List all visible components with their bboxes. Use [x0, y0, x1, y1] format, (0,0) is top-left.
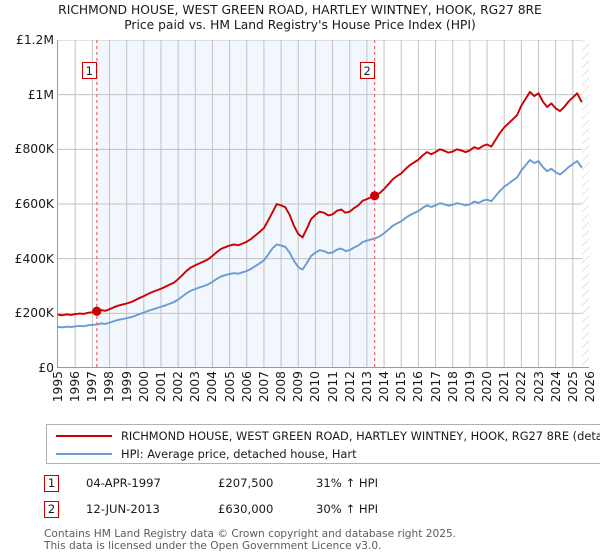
x-axis-tick-label: 1999: [119, 371, 134, 403]
y-axis-tick-label: £800K: [14, 142, 54, 157]
x-axis-tick-label: 2010: [308, 371, 323, 403]
legend-label-price-paid: RICHMOND HOUSE, WEST GREEN ROAD, HARTLEY…: [121, 429, 600, 443]
x-axis-tick-label: 2004: [205, 371, 220, 403]
y-axis-tick-label: £1.2M: [16, 33, 54, 47]
footer-copyright-line: Contains HM Land Registry data © Crown c…: [44, 528, 457, 540]
transaction-index-badge: 1: [44, 475, 59, 492]
sale-point-1: [92, 306, 102, 316]
x-axis-tick-label: 2001: [153, 371, 168, 403]
chart-legend: RICHMOND HOUSE, WEST GREEN ROAD, HARTLEY…: [46, 424, 600, 464]
x-axis-tick-label: 2017: [428, 371, 443, 403]
y-axis: £0 £200K £400K £600K £800K £1M £1.2M: [0, 0, 57, 400]
x-axis-tick-label: 2012: [342, 371, 357, 403]
table-row: 2 12-JUN-2013 £630,000 30% ↑ HPI: [44, 498, 444, 524]
x-axis-tick-label: 2026: [583, 371, 597, 403]
legend-swatch-hpi: [56, 453, 112, 455]
x-axis-tick-label: 2009: [291, 371, 306, 403]
x-axis: 1995 1996 1997 1998 1999 2000 2001 2002 2003 2004…: [51, 371, 597, 417]
transaction-price: £630,000: [218, 502, 274, 516]
y-axis-tick-label: £200K: [14, 306, 54, 321]
transaction-hpi-delta: 31% ↑ HPI: [316, 476, 378, 490]
x-axis-tick-label: 2016: [411, 371, 426, 403]
x-axis-tick-label: 2005: [222, 371, 237, 403]
page-subtitle: Price paid vs. HM Land Registry's House …: [124, 18, 476, 32]
series-line-price-paid: [58, 90, 583, 317]
y-axis-tick-label: £600K: [14, 197, 54, 211]
x-axis-tick-label: 2013: [359, 371, 374, 403]
plot-marker-badge-2: 2: [359, 62, 375, 79]
plot-marker-badge-1: 1: [81, 62, 97, 79]
x-axis-tick-label: 2024: [548, 371, 563, 403]
x-axis-tick-label: 2021: [497, 371, 512, 403]
x-axis-tick-label: 1995: [51, 371, 65, 403]
x-axis-tick-label: 2008: [274, 371, 289, 403]
legend-entry-hpi: HPI: Average price, detached house, Hart: [47, 444, 600, 463]
transaction-index-badge: 2: [44, 501, 59, 518]
table-row: 1 04-APR-1997 £207,500 31% ↑ HPI: [44, 472, 444, 498]
sale-points-group: [92, 191, 380, 316]
transaction-price: £207,500: [218, 476, 274, 490]
transaction-date: 04-APR-1997: [86, 476, 161, 490]
y-axis-tick-label: £400K: [14, 251, 54, 266]
transaction-hpi-delta: 30% ↑ HPI: [316, 502, 378, 516]
transaction-date: 12-JUN-2013: [86, 502, 160, 516]
x-axis-tick-label: 2018: [445, 371, 460, 403]
no-data-hatch-group: [582, 40, 589, 367]
x-axis-tick-label: 1996: [68, 371, 83, 403]
legend-swatch-price-paid: [56, 435, 112, 437]
series-line-hpi: [58, 159, 583, 329]
x-axis-tick-label: 2003: [188, 371, 203, 403]
x-axis-tick-label: 2000: [136, 371, 151, 403]
footer-licence-line: This data is licensed under the Open Gov…: [44, 540, 382, 553]
sale-point-2: [370, 191, 380, 201]
title-block: RICHMOND HOUSE, WEST GREEN ROAD, HARTLEY…: [0, 3, 600, 33]
x-axis-tick-label: 2014: [377, 371, 392, 403]
x-axis-tick-label: 2020: [480, 371, 495, 403]
page-title: RICHMOND HOUSE, WEST GREEN ROAD, HARTLEY…: [58, 3, 542, 17]
x-axis-tick-label: 1998: [102, 371, 117, 403]
y-axis-tick-label: £1M: [27, 87, 54, 102]
gridlines-group: [58, 40, 589, 367]
series-group: [58, 90, 583, 329]
x-axis-tick-label: 1997: [85, 371, 100, 403]
x-axis-tick-label: 2019: [462, 371, 477, 403]
chart-svg: [58, 40, 589, 367]
x-axis-tick-label: 2006: [239, 371, 254, 403]
no-data-band: [582, 40, 589, 367]
x-axis-tick-label: 2023: [531, 371, 546, 403]
y-axis-tick-label: £0: [38, 361, 54, 375]
x-axis-tick-label: 2007: [256, 371, 271, 403]
x-axis-tick-label: 2025: [565, 371, 580, 403]
x-axis-tick-label: 2011: [325, 371, 340, 403]
transaction-table: 1 04-APR-1997 £207,500 31% ↑ HPI 2 12-JU…: [44, 472, 444, 524]
x-axis-tick-label: 2002: [171, 371, 186, 403]
x-axis-tick-label: 2015: [394, 371, 409, 403]
legend-label-hpi: HPI: Average price, detached house, Hart: [121, 447, 357, 461]
marker-lines-group: [96, 40, 376, 367]
footer: Contains HM Land Registry data © Crown c…: [44, 528, 584, 553]
legend-entry-price-paid: RICHMOND HOUSE, WEST GREEN ROAD, HARTLEY…: [47, 426, 600, 446]
x-axis-tick-label: 2022: [514, 371, 529, 403]
